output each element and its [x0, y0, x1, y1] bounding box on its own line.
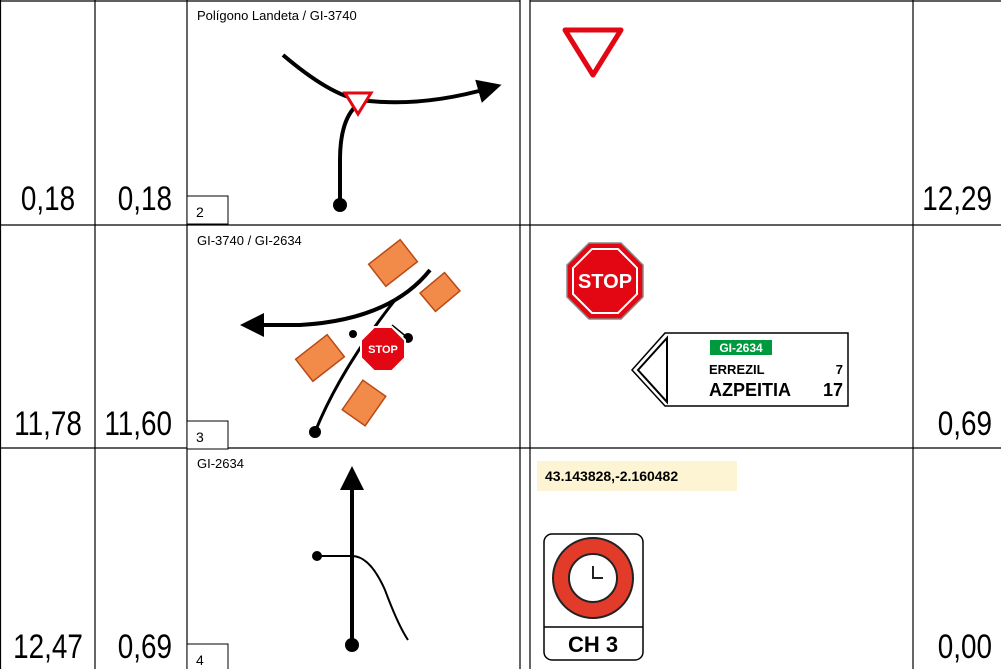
- coordinates-box: [537, 461, 737, 491]
- step-number-box: [186, 420, 229, 450]
- total-distance: 12,47: [13, 627, 83, 665]
- direction-sign-tip: [636, 335, 668, 405]
- partial-distance: 0,69: [118, 627, 172, 665]
- hay-bale: [418, 271, 462, 313]
- hay-bale: [341, 379, 387, 427]
- route-arrow: [281, 53, 502, 105]
- road-name: GI-2634: [197, 456, 244, 471]
- distance-to-end: 0,00: [938, 627, 992, 665]
- start-dot: [309, 426, 321, 438]
- stop-sign-border: [572, 248, 638, 314]
- route-code: GI-2634: [719, 341, 763, 355]
- stop-text: STOP: [578, 271, 632, 293]
- side-road: [317, 555, 409, 641]
- start-dot: [333, 198, 347, 212]
- step-number-box: [186, 195, 229, 225]
- total-distance: 0,18: [21, 179, 75, 217]
- step-number-box: [186, 643, 229, 669]
- junction-dot: [312, 551, 322, 561]
- hay-bales: [294, 238, 462, 427]
- route-arrow: [240, 268, 432, 337]
- distance-to-end: 0,69: [938, 404, 992, 442]
- clock-hands: [592, 566, 603, 579]
- road-name: GI-3740 / GI-2634: [197, 233, 302, 248]
- distance-to-end: 12,29: [922, 179, 992, 217]
- yield-sign-large: [562, 27, 624, 78]
- step-number: 4: [196, 652, 204, 668]
- route-line: [313, 299, 397, 433]
- yield-sign: [342, 91, 374, 117]
- direction-sign: [630, 332, 849, 407]
- destination-name: ERREZIL: [709, 362, 765, 377]
- stop-text-small: STOP: [368, 344, 398, 356]
- route-line: [338, 103, 359, 205]
- hay-bale: [294, 333, 346, 383]
- partial-distance: 0,18: [118, 179, 172, 217]
- road-name: Polígono Landeta / GI-3740: [197, 8, 357, 23]
- stop-sign-small: [360, 326, 406, 372]
- step-number: 3: [196, 429, 204, 445]
- junction-dot: [349, 330, 357, 338]
- hay-bale: [367, 238, 419, 288]
- partial-distance: 11,60: [104, 404, 172, 442]
- stop-sign: [566, 242, 644, 320]
- total-distance: 11,78: [14, 404, 82, 442]
- coordinates: 43.143828,-2.160482: [545, 468, 678, 484]
- checkpoint-label: CH 3: [568, 632, 618, 657]
- destination-km: 17: [823, 380, 843, 400]
- start-dot: [345, 638, 359, 652]
- destination-name: AZPEITIA: [709, 380, 791, 400]
- route-code-plate: [710, 340, 772, 355]
- step-number: 2: [196, 204, 204, 220]
- destination-km: 7: [836, 362, 843, 377]
